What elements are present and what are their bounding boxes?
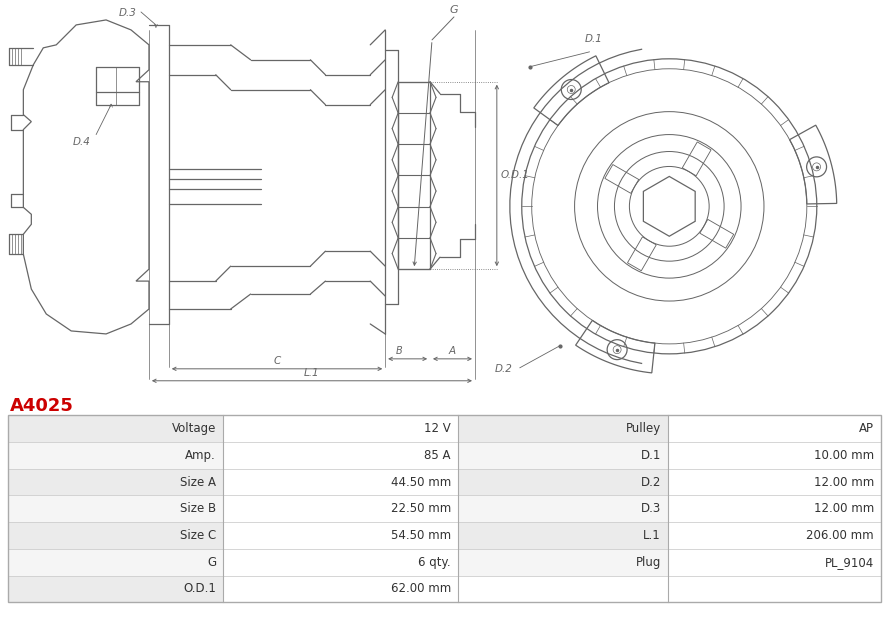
Text: 12.00 mm: 12.00 mm xyxy=(813,502,874,515)
Text: C: C xyxy=(274,356,281,366)
Text: 22.50 mm: 22.50 mm xyxy=(391,502,451,515)
Text: A: A xyxy=(449,346,456,356)
Text: D.4: D.4 xyxy=(73,136,91,146)
Bar xyxy=(8,416,223,442)
Text: L.1: L.1 xyxy=(644,529,661,542)
Text: Size B: Size B xyxy=(180,502,216,515)
Text: Amp.: Amp. xyxy=(185,449,216,462)
Text: 54.50 mm: 54.50 mm xyxy=(391,529,451,542)
Bar xyxy=(668,442,881,468)
Text: AP: AP xyxy=(859,422,874,435)
Text: G: G xyxy=(450,5,459,15)
Text: 6 qty.: 6 qty. xyxy=(419,556,451,569)
Text: Plug: Plug xyxy=(636,556,661,569)
Text: PL_9104: PL_9104 xyxy=(825,556,874,569)
Text: Size C: Size C xyxy=(180,529,216,542)
Text: G: G xyxy=(207,556,216,569)
Bar xyxy=(223,442,458,468)
Bar xyxy=(668,468,881,495)
Text: Voltage: Voltage xyxy=(172,422,216,435)
Bar xyxy=(458,442,668,468)
Text: 12 V: 12 V xyxy=(424,422,451,435)
Text: 62.00 mm: 62.00 mm xyxy=(391,583,451,596)
Bar xyxy=(223,416,458,442)
Bar xyxy=(668,495,881,522)
Bar xyxy=(458,522,668,549)
Bar xyxy=(458,549,668,576)
Bar xyxy=(223,495,458,522)
Bar xyxy=(668,549,881,576)
Text: 12.00 mm: 12.00 mm xyxy=(813,475,874,488)
Text: Size A: Size A xyxy=(180,475,216,488)
Bar xyxy=(8,549,223,576)
Text: B: B xyxy=(396,346,402,356)
Bar xyxy=(8,522,223,549)
Bar xyxy=(668,576,881,602)
Text: D.2: D.2 xyxy=(641,475,661,488)
Text: O.D.1: O.D.1 xyxy=(183,583,216,596)
Text: 85 A: 85 A xyxy=(425,449,451,462)
Text: D.2: D.2 xyxy=(495,364,513,374)
Text: 10.00 mm: 10.00 mm xyxy=(813,449,874,462)
Bar xyxy=(223,576,458,602)
Bar xyxy=(223,522,458,549)
Text: D.1: D.1 xyxy=(585,34,603,44)
Text: 206.00 mm: 206.00 mm xyxy=(806,529,874,542)
Bar xyxy=(668,416,881,442)
Bar xyxy=(458,576,668,602)
Bar xyxy=(8,416,881,602)
Bar xyxy=(8,442,223,468)
Bar xyxy=(8,576,223,602)
Text: 44.50 mm: 44.50 mm xyxy=(391,475,451,488)
Text: O.D.1: O.D.1 xyxy=(501,171,530,181)
Text: D.3: D.3 xyxy=(641,502,661,515)
Text: A4025: A4025 xyxy=(10,397,74,416)
Text: D.1: D.1 xyxy=(641,449,661,462)
Text: L.1: L.1 xyxy=(304,368,320,378)
Bar xyxy=(458,495,668,522)
Bar xyxy=(668,522,881,549)
Bar xyxy=(458,416,668,442)
Bar xyxy=(223,549,458,576)
Bar xyxy=(8,495,223,522)
Bar xyxy=(223,468,458,495)
Bar xyxy=(8,468,223,495)
Bar xyxy=(458,468,668,495)
Text: D.3: D.3 xyxy=(119,8,137,18)
Text: Pulley: Pulley xyxy=(626,422,661,435)
